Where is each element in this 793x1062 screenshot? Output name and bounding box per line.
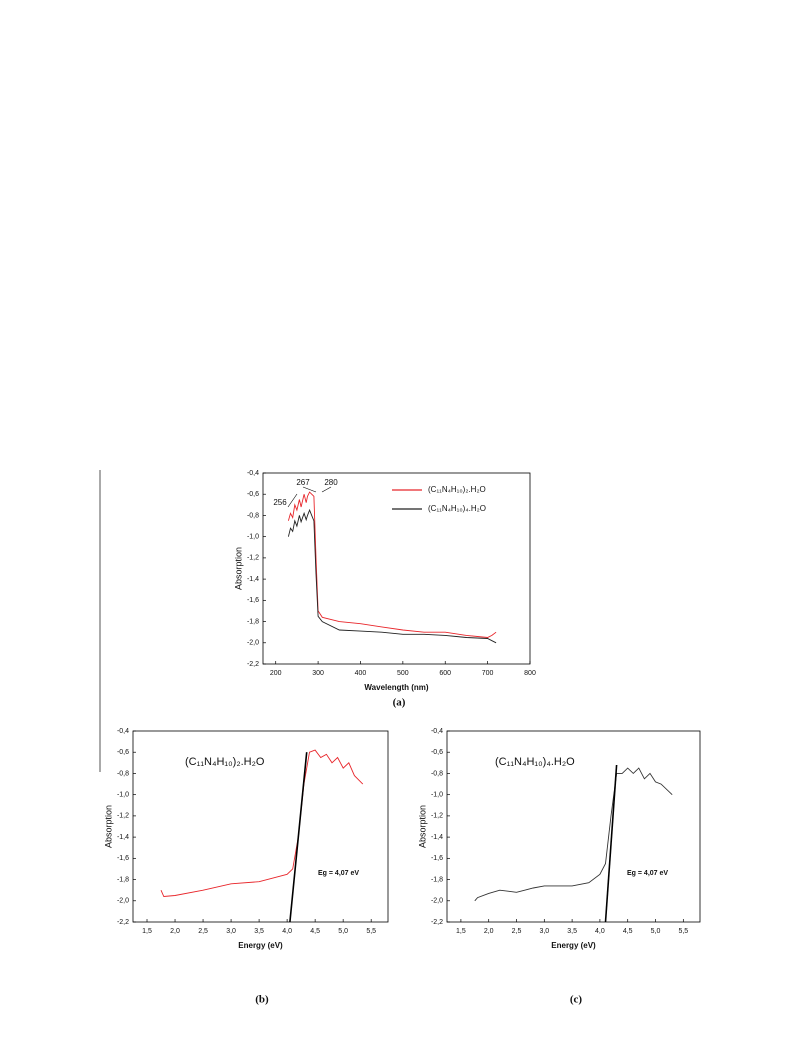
data-line bbox=[287, 491, 497, 638]
y-axis-label: Absorption bbox=[417, 805, 427, 848]
x-tick-label: 2,0 bbox=[170, 928, 180, 935]
legend-label: (C₁₁N₄H₁₀)₄.H₂O bbox=[428, 504, 486, 513]
x-tick-label: 400 bbox=[355, 670, 367, 677]
peak-label: 256 bbox=[273, 498, 287, 507]
plot-frame bbox=[446, 730, 701, 923]
peak-arrow bbox=[287, 493, 298, 508]
peak-label: 280 bbox=[324, 478, 338, 487]
y-tick-label: -0,8 bbox=[431, 770, 443, 777]
caption: (a) bbox=[393, 697, 406, 709]
data-line bbox=[287, 508, 497, 644]
x-tick-label: 5,5 bbox=[366, 928, 376, 935]
x-tick-label: 200 bbox=[270, 670, 282, 677]
y-tick-label: -1,2 bbox=[117, 813, 129, 820]
compound-label: (C₁₁N₄H₁₀)₂.H₂O bbox=[185, 756, 265, 768]
x-tick-label: 5,0 bbox=[651, 928, 661, 935]
y-tick-label: -0,4 bbox=[431, 728, 443, 735]
y-tick-label: -1,2 bbox=[431, 813, 443, 820]
y-tick-label: -0,4 bbox=[247, 470, 259, 477]
data-line bbox=[604, 764, 618, 923]
x-tick-label: 3,0 bbox=[226, 928, 236, 935]
y-tick-label: -1,8 bbox=[431, 876, 443, 883]
x-tick-label: 3,5 bbox=[254, 928, 264, 935]
plot-frame bbox=[132, 730, 389, 923]
band-gap-label: Eg = 4,07 eV bbox=[318, 870, 359, 877]
y-tick-label: -1,6 bbox=[431, 855, 443, 862]
y-tick-label: -1,4 bbox=[431, 834, 443, 841]
legend-label: (C₁₁N₄H₁₀)₂.H₂O bbox=[428, 485, 486, 494]
y-tick-label: -0,8 bbox=[117, 770, 129, 777]
y-tick-label: -0,6 bbox=[431, 749, 443, 756]
y-tick-label: -1,6 bbox=[117, 855, 129, 862]
band-gap-label: Eg = 4,07 eV bbox=[627, 870, 668, 877]
y-tick-label: -2,0 bbox=[431, 898, 443, 905]
y-tick-label: -2,2 bbox=[117, 919, 129, 926]
x-axis-label: Energy (eV) bbox=[551, 941, 596, 950]
peak-label: 267 bbox=[296, 478, 310, 487]
x-tick-label: 600 bbox=[439, 670, 451, 677]
y-tick-label: -2,0 bbox=[117, 898, 129, 905]
x-axis-label: Wavelength (nm) bbox=[364, 683, 428, 692]
y-axis-label: Absorption bbox=[103, 805, 113, 848]
compound-label: (C₁₁N₄H₁₀)₄.H₂O bbox=[495, 756, 575, 768]
y-axis-label: Absorption bbox=[233, 547, 243, 590]
x-tick-label: 2,5 bbox=[512, 928, 522, 935]
data-line bbox=[474, 767, 673, 902]
y-tick-label: -1,4 bbox=[117, 834, 129, 841]
x-tick-label: 4,0 bbox=[595, 928, 605, 935]
x-tick-label: 4,5 bbox=[310, 928, 320, 935]
x-tick-label: 1,5 bbox=[456, 928, 466, 935]
y-tick-label: -1,8 bbox=[117, 876, 129, 883]
x-tick-label: 2,5 bbox=[198, 928, 208, 935]
x-tick-label: 1,5 bbox=[142, 928, 152, 935]
y-tick-label: -1,0 bbox=[431, 792, 443, 799]
y-tick-label: -1,6 bbox=[247, 597, 259, 604]
x-tick-label: 3,5 bbox=[567, 928, 577, 935]
y-tick-label: -1,0 bbox=[117, 792, 129, 799]
x-axis-label: Energy (eV) bbox=[238, 941, 283, 950]
y-tick-label: -2,2 bbox=[431, 919, 443, 926]
x-tick-label: 800 bbox=[524, 670, 536, 677]
x-tick-label: 3,0 bbox=[539, 928, 549, 935]
y-tick-label: -1,2 bbox=[247, 555, 259, 562]
data-line bbox=[289, 752, 308, 923]
data-line bbox=[160, 749, 364, 897]
y-tick-label: -2,0 bbox=[247, 640, 259, 647]
x-tick-label: 5,5 bbox=[678, 928, 688, 935]
x-tick-label: 4,5 bbox=[623, 928, 633, 935]
caption: (b) bbox=[255, 994, 269, 1006]
x-tick-label: 700 bbox=[482, 670, 494, 677]
x-tick-label: 5,0 bbox=[338, 928, 348, 935]
y-tick-label: -1,4 bbox=[247, 576, 259, 583]
x-tick-label: 300 bbox=[312, 670, 324, 677]
y-tick-label: -1,0 bbox=[247, 534, 259, 541]
x-tick-label: 4,0 bbox=[282, 928, 292, 935]
y-tick-label: -0,6 bbox=[247, 491, 259, 498]
y-tick-label: -1,8 bbox=[247, 618, 259, 625]
x-tick-label: 500 bbox=[397, 670, 409, 677]
peak-arrow bbox=[321, 486, 332, 493]
plot-frame bbox=[262, 472, 531, 665]
y-tick-label: -0,8 bbox=[247, 512, 259, 519]
peak-arrow bbox=[302, 486, 317, 493]
y-tick-label: -0,6 bbox=[117, 749, 129, 756]
caption: (c) bbox=[570, 994, 583, 1006]
y-tick-label: -2,2 bbox=[247, 661, 259, 668]
x-tick-label: 2,0 bbox=[484, 928, 494, 935]
y-tick-label: -0,4 bbox=[117, 728, 129, 735]
